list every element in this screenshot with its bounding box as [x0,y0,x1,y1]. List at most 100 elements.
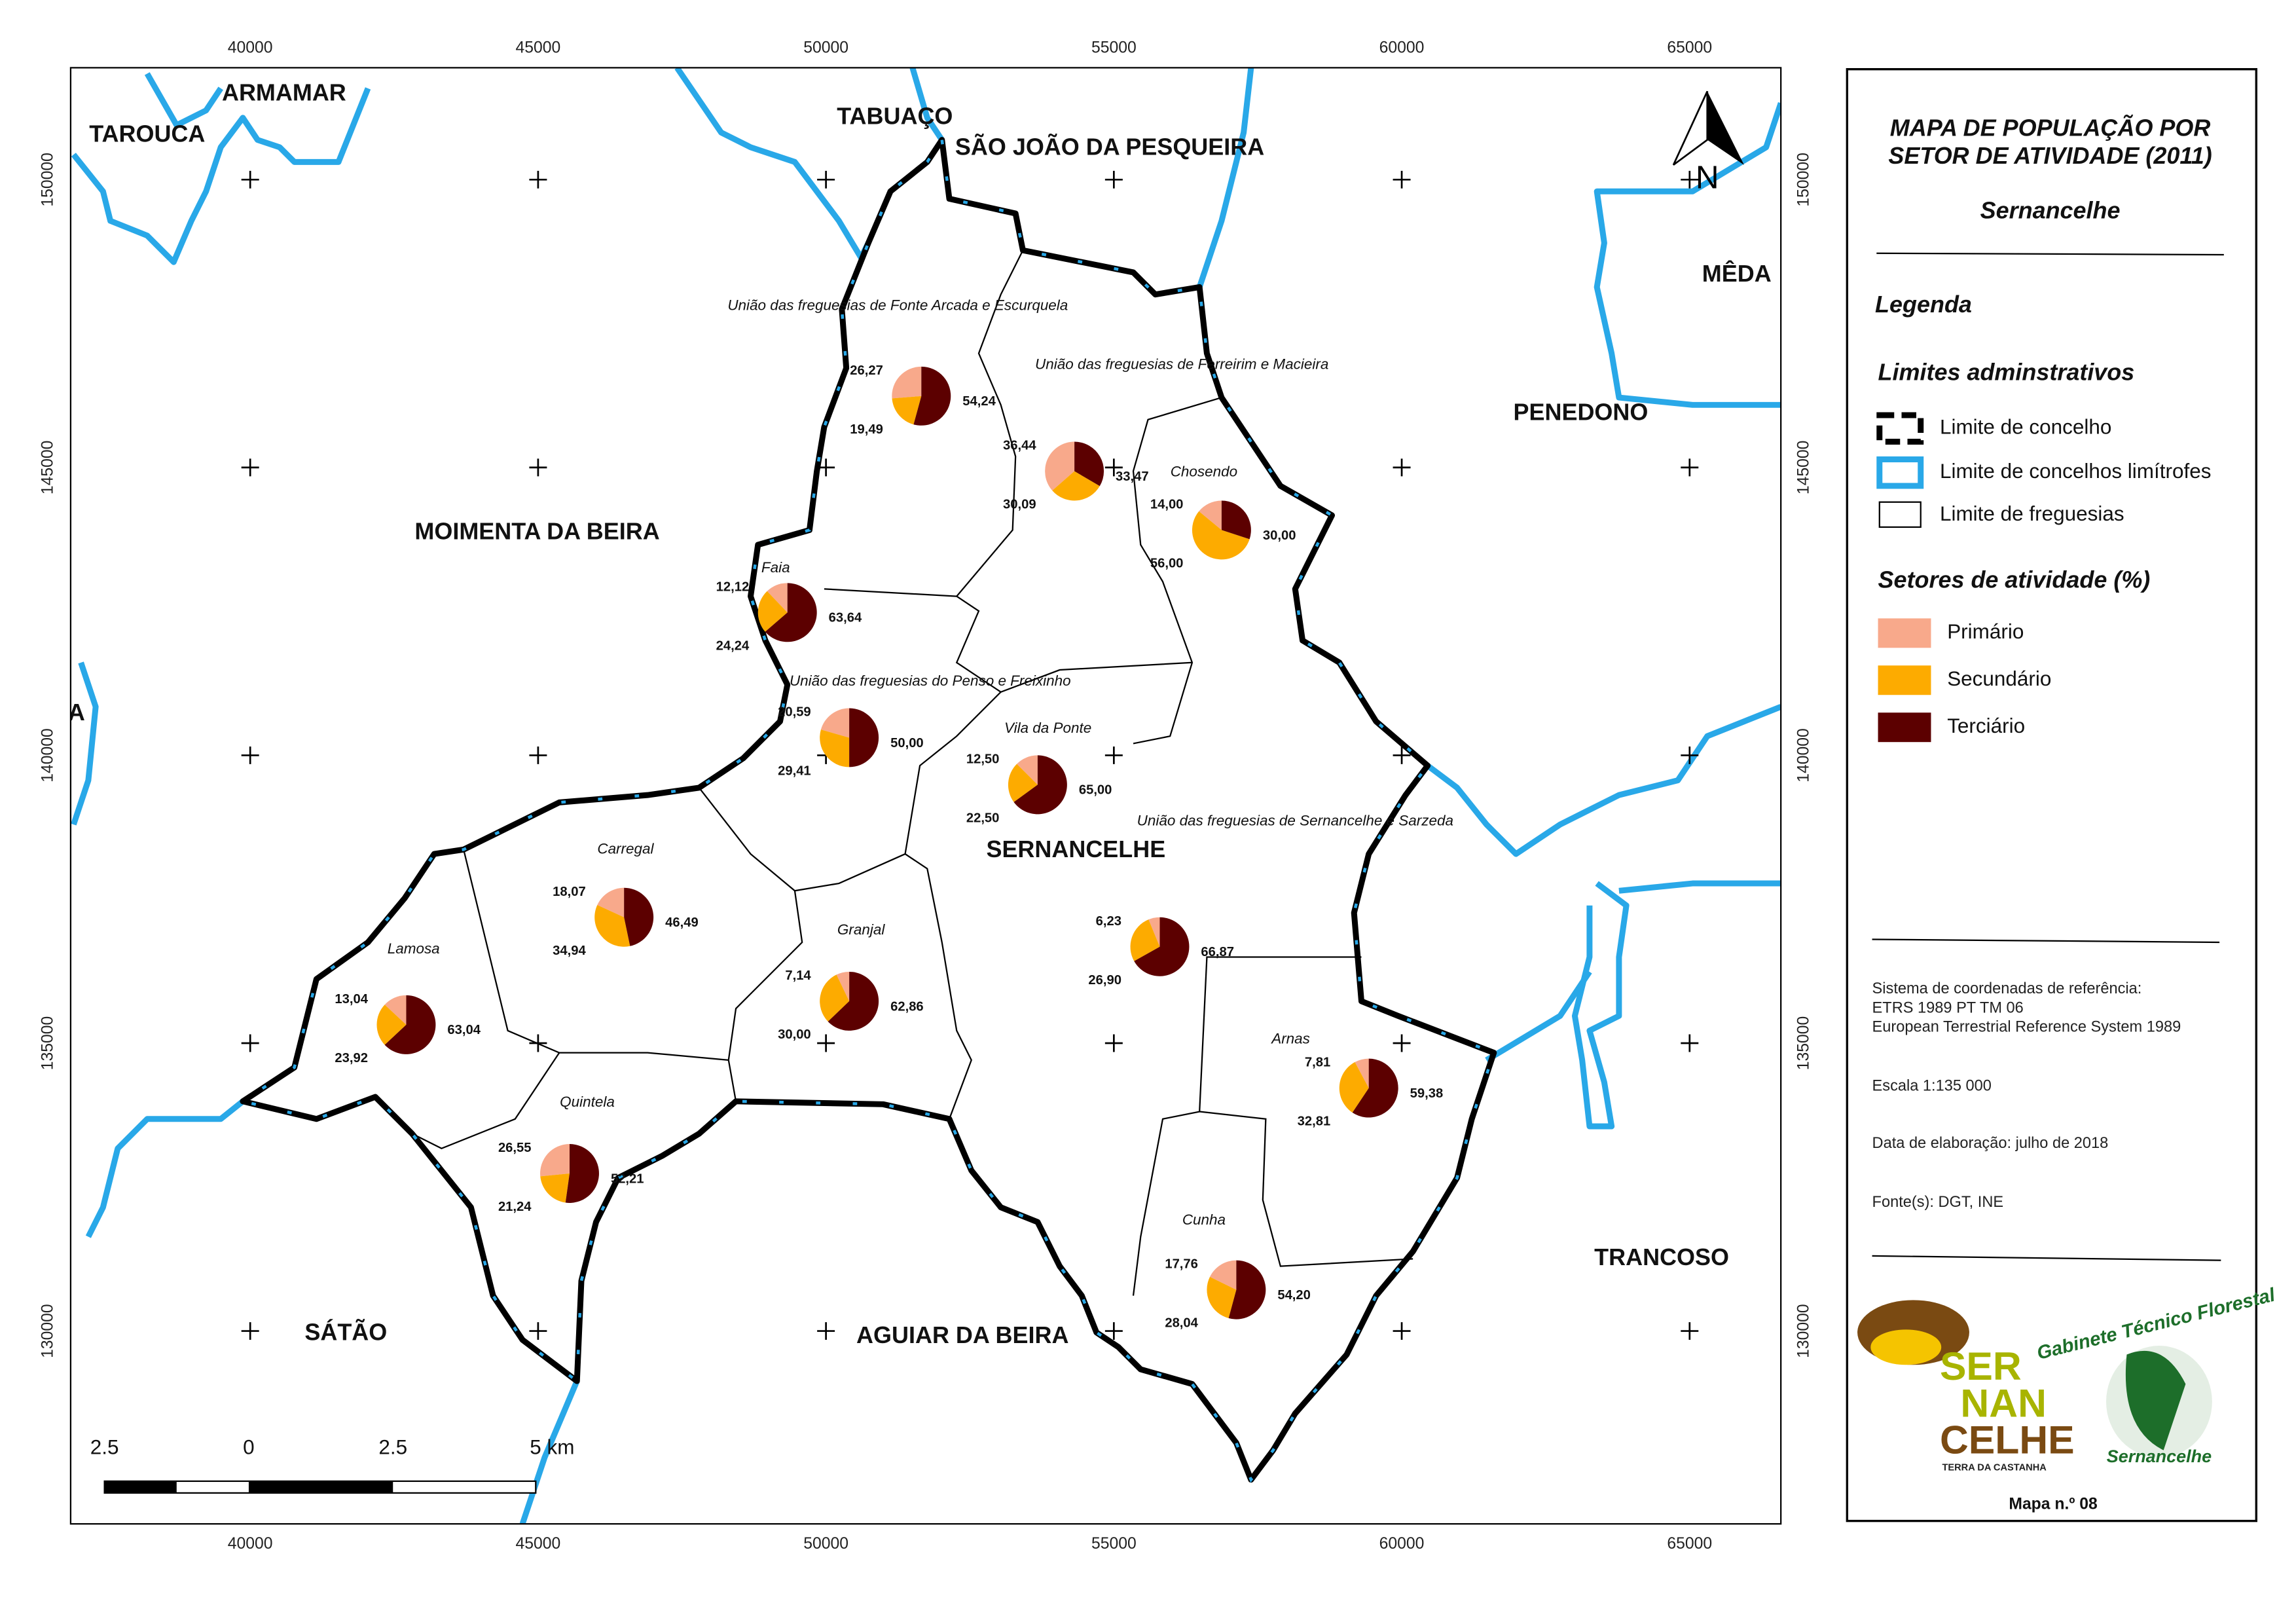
map-number: Mapa n.º 08 [2009,1495,2097,1513]
parish-name: União das freguesias de Sernancelhe e Sa… [1137,813,1453,829]
pie-value-label: 52,21 [611,1172,644,1186]
logo-text: CELHE [1940,1417,2075,1462]
pie-value-label: 30,00 [1263,528,1296,543]
parish-name: União das freguesias de Ferreirim e Maci… [1035,356,1328,373]
parish-name: União das freguesias do Penso e Freixinh… [790,673,1071,689]
neighbor-limit [1485,970,1592,1063]
neighbor-limit [1594,101,1781,408]
pie: 18,07 34,94 46,49 [553,885,699,958]
place-name: TABUAÇO [837,102,953,129]
sector-legend: Primário Secundário Terciário [1878,618,2051,743]
separator [1872,1255,2221,1261]
pie-value-label: 32,81 [1298,1115,1331,1129]
pie-value-label: 17,76 [1165,1257,1198,1272]
scale-bar: 2.5 0 2.5 5 km [90,1436,575,1494]
pie-value-label: 28,04 [1165,1316,1198,1331]
legend-symbol [1878,501,1922,528]
pie-slice [820,729,850,767]
grid-cross [1104,1034,1123,1052]
y-tick-label: 135000 [39,1016,57,1070]
pie: 26,27 19,49 54,24 [850,363,996,437]
place-name: PENEDONO [1514,398,1649,425]
grid-cross [241,458,259,477]
pie-slice [1352,1058,1398,1118]
scale-label: 2.5 [90,1436,119,1459]
pie: 13,04 23,92 63,04 [335,992,481,1065]
legend-swatch [1878,618,1931,648]
pie-slice [828,971,879,1031]
pie-slice [1134,917,1190,976]
pie-slice [757,591,788,632]
scale-bar-segment [248,1481,393,1493]
grid-cross [529,170,547,189]
scale-label: 2.5 [378,1436,407,1459]
parish-limit [1132,396,1222,745]
y-tick-label: 130000 [1795,1304,1813,1357]
pie-slice [1207,1276,1237,1319]
pie-slice [597,887,625,917]
pie-value-label: 26,27 [850,363,883,378]
pie-slice [892,366,922,399]
pie-value-label: 63,04 [447,1023,481,1037]
grid-cross [241,1322,259,1340]
neighbor-limit [1425,704,1781,857]
pie-slice [540,1173,570,1203]
grid-cross [241,1034,259,1052]
y-tick-label: 150000 [39,153,57,206]
grid-cross [1393,1034,1411,1052]
info-text: Escala 1:135 000 [1872,1078,1992,1095]
x-tick-label: 60000 [1379,39,1425,57]
pie-slice [820,708,850,738]
pie-value-label: 13,04 [335,992,368,1006]
separator [1872,938,2220,944]
logo-text: SER [1940,1344,2022,1388]
grid-cross [1681,1034,1699,1052]
place-name: AGUIAR DA BEIRA [856,1321,1068,1348]
grid-cross [529,1034,547,1052]
x-tick-label: 45000 [516,39,561,57]
pie-slice [1192,511,1250,560]
pie-value-label: 56,00 [1150,556,1184,570]
parish-name: Arnas [1270,1030,1310,1046]
pie: 12,50 22,50 65,00 [966,752,1112,826]
info-text: European Terrestrial Reference System 19… [1872,1019,2181,1036]
pie: 12,12 24,24 63,64 [716,580,862,653]
municipality-limit [240,137,1497,1483]
pie-value-label: 50,00 [890,736,924,750]
parish-name: União das freguesias de Fonte Arcada e E… [727,297,1068,314]
pie-value-label: 46,49 [665,915,699,930]
grid-cross [529,746,547,764]
legend-swatch [1878,712,1931,743]
parish-name: Faia [761,559,790,576]
parish-limit [941,942,972,1120]
y-tick-label: 145000 [1795,441,1813,494]
pie-value-label: 65,00 [1079,783,1112,798]
parish-name: Granjal [837,921,885,938]
y-tick-label: 140000 [1795,728,1813,782]
x-tick-label: 40000 [228,39,273,57]
place-name: A [68,699,85,726]
pie-slice [1339,1061,1369,1113]
pie: 20,59 29,41 50,00 [778,705,924,779]
neighbor-limit [519,1380,580,1524]
parish-limit [955,595,1193,693]
title: MAPA DE POPULAÇÃO POR [1890,114,2211,141]
pie-value-label: 12,12 [716,580,750,594]
legend-label: Limite de concelhos limítrofes [1940,460,2212,483]
pie-value-label: 30,09 [1003,498,1036,512]
logo-shape [2125,1350,2186,1450]
x-tick-label: 65000 [1667,39,1712,57]
grid-cross [1681,170,1699,189]
pie: 7,14 30,00 62,86 [778,969,924,1042]
grid-cross [529,458,547,477]
pie-value-label: 7,14 [785,969,811,983]
y-tick-label: 150000 [1795,153,1813,206]
pie-value-label: 26,90 [1088,973,1121,987]
pie-slice [1013,755,1067,815]
legend-section: Limites adminstrativos [1878,359,2135,386]
x-tick-label: 50000 [803,1535,848,1553]
pie-value-label: 7,81 [1305,1056,1330,1070]
grid-cross [817,458,835,477]
logo-text: TERRA DA CASTANHA [1942,1463,2047,1473]
